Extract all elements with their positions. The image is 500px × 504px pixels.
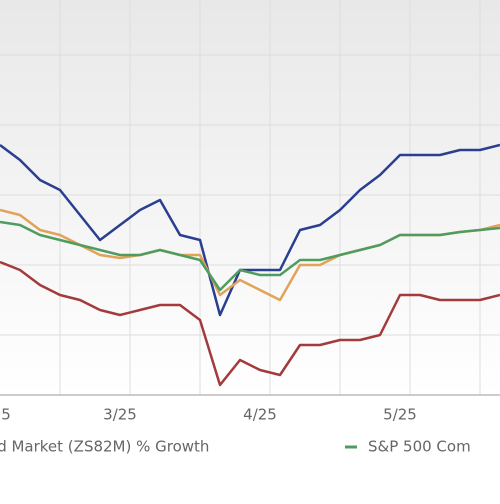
x-tick-label: 3/25 [103,406,137,424]
grid [0,0,500,395]
x-tick-label: 4/25 [243,406,277,424]
series-line [0,260,500,387]
legend-label: ad Market (ZS82M) % Growth [0,438,209,456]
plot-background [0,0,500,395]
x-tick-label: 5 [1,406,11,424]
legend-label: S&P 500 Com [368,438,471,456]
series-line [0,220,500,292]
x-tick-label: 5/25 [383,406,417,424]
series-line [0,143,500,317]
